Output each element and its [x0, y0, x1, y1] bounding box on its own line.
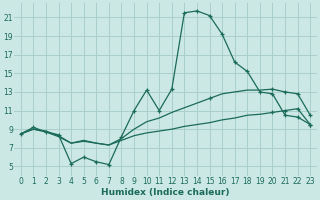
X-axis label: Humidex (Indice chaleur): Humidex (Indice chaleur): [101, 188, 230, 197]
